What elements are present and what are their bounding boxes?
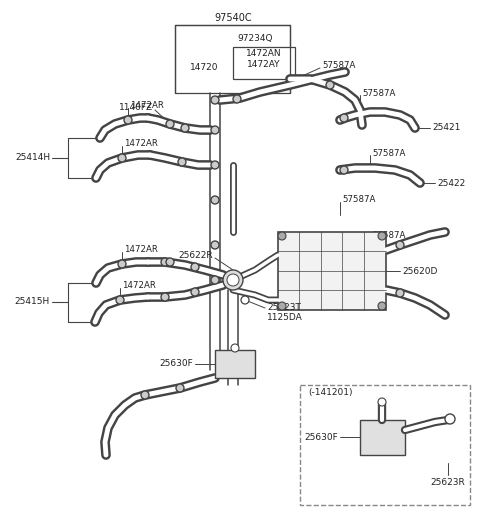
Circle shape	[211, 161, 219, 169]
Bar	[300, 385, 470, 505]
Circle shape	[178, 158, 186, 166]
Text: 25623T: 25623T	[267, 304, 301, 312]
Text: 25414H: 25414H	[15, 154, 50, 162]
Circle shape	[211, 96, 219, 104]
Text: 25415H: 25415H	[15, 297, 50, 307]
Bar	[278, 232, 386, 310]
Circle shape	[378, 302, 386, 310]
Circle shape	[161, 293, 169, 301]
Text: 1472AR: 1472AR	[124, 140, 158, 148]
Bar	[175, 25, 290, 93]
Circle shape	[141, 391, 149, 399]
Circle shape	[227, 274, 239, 286]
Text: 25623R: 25623R	[431, 478, 466, 487]
Circle shape	[326, 81, 334, 89]
Text: (-141201): (-141201)	[308, 389, 352, 398]
Bar	[215, 350, 255, 378]
Circle shape	[378, 232, 386, 240]
Circle shape	[223, 270, 243, 290]
Text: 25620D: 25620D	[402, 266, 437, 276]
Circle shape	[233, 95, 241, 103]
Circle shape	[211, 126, 219, 134]
Circle shape	[378, 398, 386, 406]
Text: 1472AR: 1472AR	[130, 102, 164, 111]
Text: 25622R: 25622R	[179, 252, 213, 261]
Text: 25422: 25422	[437, 179, 465, 187]
Circle shape	[166, 258, 174, 266]
Text: 25630F: 25630F	[304, 432, 338, 442]
Circle shape	[396, 241, 404, 249]
Circle shape	[211, 196, 219, 204]
Text: 97234Q: 97234Q	[237, 34, 273, 43]
Text: 1472AN
1472AY: 1472AN 1472AY	[246, 49, 282, 69]
Circle shape	[118, 260, 126, 268]
Circle shape	[161, 258, 169, 266]
Circle shape	[191, 263, 199, 271]
Text: 1140FZ: 1140FZ	[119, 103, 153, 113]
Circle shape	[340, 114, 348, 122]
Text: 25630F: 25630F	[159, 360, 193, 368]
Circle shape	[118, 154, 126, 162]
Text: 57587A: 57587A	[372, 148, 406, 157]
Circle shape	[396, 289, 404, 297]
Circle shape	[166, 120, 174, 128]
Circle shape	[176, 384, 184, 392]
Text: 57587A: 57587A	[322, 61, 355, 71]
Circle shape	[181, 124, 189, 132]
Circle shape	[445, 414, 455, 424]
Circle shape	[278, 302, 286, 310]
Circle shape	[191, 288, 199, 296]
Text: 1472AR: 1472AR	[122, 281, 156, 291]
Circle shape	[211, 276, 219, 284]
Text: 14720: 14720	[190, 62, 218, 72]
Circle shape	[211, 241, 219, 249]
Circle shape	[340, 166, 348, 174]
Circle shape	[116, 296, 124, 304]
Bar	[360, 420, 405, 455]
Circle shape	[278, 232, 286, 240]
Text: 57587A: 57587A	[342, 196, 375, 204]
Text: 57587A: 57587A	[362, 89, 396, 98]
Circle shape	[241, 296, 249, 304]
Text: 57587A: 57587A	[372, 230, 406, 239]
Text: 25421: 25421	[432, 124, 460, 132]
Text: 1472AR: 1472AR	[124, 245, 158, 254]
Text: 97540C: 97540C	[214, 13, 252, 23]
Bar	[233, 47, 295, 79]
Circle shape	[124, 116, 132, 124]
Text: 1125DA: 1125DA	[267, 313, 303, 322]
Circle shape	[231, 344, 239, 352]
